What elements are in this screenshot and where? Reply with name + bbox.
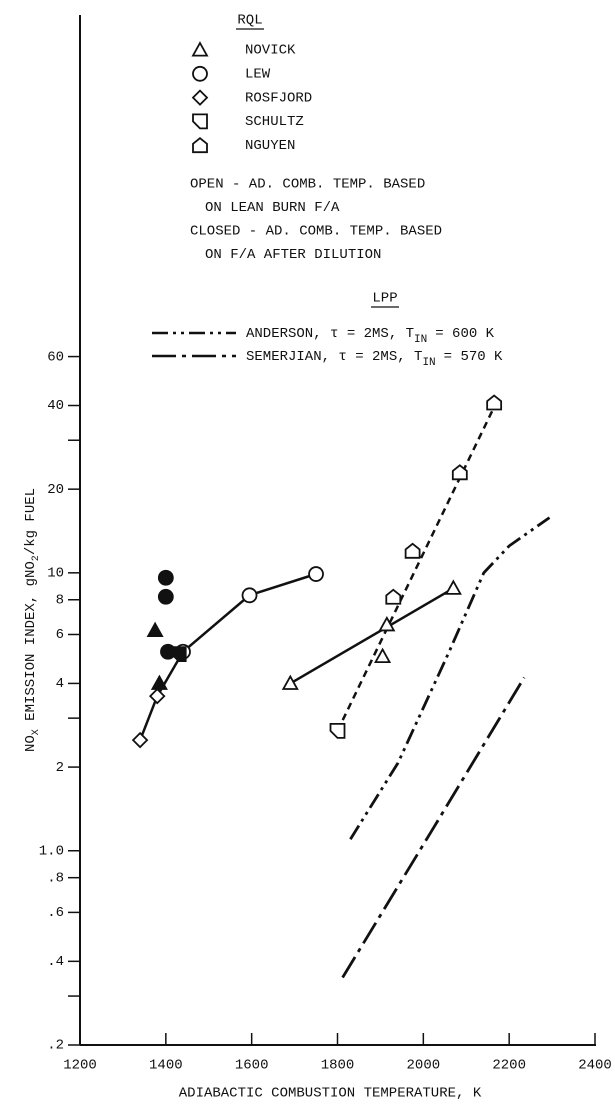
legend-label-sub: IN xyxy=(422,357,435,369)
y-tick-label: 1.0 xyxy=(39,843,64,859)
y-tick-label: 8 xyxy=(56,592,64,608)
legend-label: LEW xyxy=(245,67,271,83)
y-tick-label: .2 xyxy=(47,1038,64,1054)
fit-line xyxy=(336,401,498,732)
marker xyxy=(451,464,468,481)
marker xyxy=(241,587,258,604)
note: ON LEAN BURN F/A xyxy=(205,200,340,216)
note: CLOSED - AD. COMB. TEMP. BASED xyxy=(190,224,442,240)
marker xyxy=(385,588,402,605)
legend-label: ANDERSON, τ = 2MS, TIN = 600 K xyxy=(246,326,495,346)
legend-label: SEMERJIAN, τ = 2MS, TIN = 570 K xyxy=(246,349,503,369)
x-tick-label: 1800 xyxy=(321,1058,355,1074)
marker xyxy=(378,615,396,632)
y-axis-title-part: X xyxy=(31,729,42,735)
y-tick-label: 10 xyxy=(47,566,64,582)
legend-label-sub: IN xyxy=(414,334,427,346)
legend-label: NOVICK xyxy=(245,43,296,59)
legend-label-part: ANDERSON, τ = 2MS, T xyxy=(246,326,414,342)
legend-marker xyxy=(192,113,208,130)
y-axis-title-part: /kg FUEL xyxy=(23,488,39,555)
x-tick-label: 2000 xyxy=(407,1058,441,1074)
marker xyxy=(157,569,174,586)
y-tick-label: 40 xyxy=(47,398,64,414)
x-tick-label: 1400 xyxy=(149,1058,183,1074)
lpp-line xyxy=(349,516,551,840)
legend-marker xyxy=(192,137,208,154)
marker xyxy=(170,646,187,663)
x-tick-label: 2200 xyxy=(492,1058,526,1074)
marker xyxy=(281,674,299,690)
legend-marker xyxy=(191,41,209,57)
marker xyxy=(157,588,174,605)
legend-marker xyxy=(192,65,208,82)
y-axis-title-part: NO xyxy=(23,735,39,752)
note: ON F/A AFTER DILUTION xyxy=(205,247,381,263)
y-axis-title-part: EMISSION INDEX, gNO xyxy=(23,561,39,729)
x-tick-label: 2400 xyxy=(578,1058,612,1074)
marker xyxy=(148,687,166,705)
legend-label-part: SEMERJIAN, τ = 2MS, T xyxy=(246,349,422,365)
note: OPEN - AD. COMB. TEMP. BASED xyxy=(190,177,425,193)
fit-line xyxy=(289,587,455,685)
y-tick-label: 60 xyxy=(47,349,64,365)
y-tick-label: 4 xyxy=(56,676,64,692)
marker xyxy=(329,722,346,739)
x-tick-label: 1200 xyxy=(63,1058,97,1074)
y-tick-label: 6 xyxy=(56,627,64,643)
marker xyxy=(146,621,164,638)
y-tick-label: .8 xyxy=(47,870,64,886)
y-axis-title-part: 2 xyxy=(31,555,42,561)
marker xyxy=(404,542,421,559)
y-tick-label: 20 xyxy=(47,482,64,498)
legend-label-part: = 570 K xyxy=(444,349,503,365)
marker xyxy=(131,731,149,749)
y-tick-label: .4 xyxy=(47,954,64,970)
x-tick-label: 1600 xyxy=(235,1058,269,1074)
y-tick-label: 2 xyxy=(56,760,64,776)
marker xyxy=(444,579,462,595)
legend-label: ROSFJORD xyxy=(245,90,312,106)
marker xyxy=(150,674,168,690)
legend-marker xyxy=(191,89,209,106)
marker xyxy=(486,394,503,411)
legend-label-part: = 600 K xyxy=(435,326,494,342)
rql-legend-title: RQL xyxy=(237,13,262,29)
y-tick-label: .6 xyxy=(47,905,64,921)
marker xyxy=(374,647,392,663)
y-axis-title: NOX EMISSION INDEX, gNO2/kg FUEL xyxy=(23,488,42,752)
legend-label: SCHULTZ xyxy=(245,114,304,130)
marker xyxy=(308,566,324,582)
legend-label: NGUYEN xyxy=(245,138,295,154)
lpp-legend-title: LPP xyxy=(372,291,397,307)
x-axis-title: ADIABACTIC COMBUSTION TEMPERATURE, K xyxy=(179,1086,482,1102)
lpp-line xyxy=(341,676,526,979)
